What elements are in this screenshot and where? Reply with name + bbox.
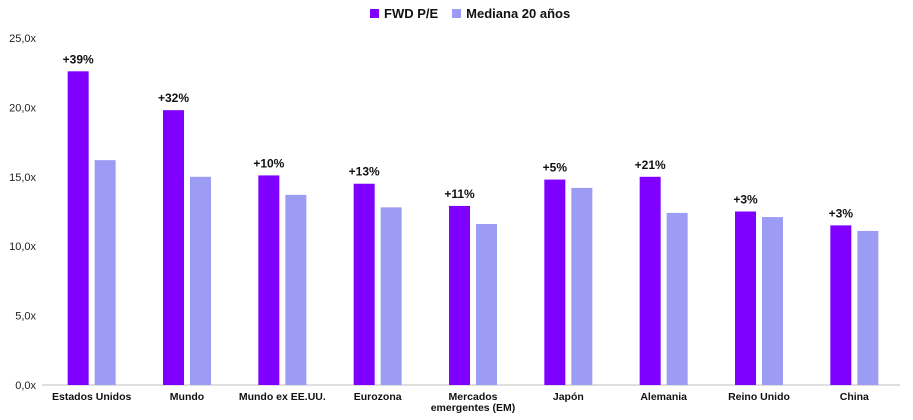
- legend-swatch-fwd-pe: [370, 9, 379, 18]
- x-tick-label: Japón: [553, 391, 584, 403]
- bar-fwd-pe: [258, 175, 280, 385]
- legend-label-fwd-pe: FWD P/E: [384, 6, 439, 21]
- data-label: +11%: [444, 187, 475, 201]
- bar-mediana: [762, 217, 783, 385]
- chart-legend: FWD P/E Mediana 20 años: [370, 6, 570, 21]
- bar-mediana: [285, 194, 307, 385]
- x-tick-label: China: [840, 391, 869, 403]
- data-label: +5%: [543, 161, 568, 175]
- bar-mediana: [94, 160, 116, 385]
- bar-fwd-pe: [830, 225, 852, 385]
- bar-mediana: [190, 176, 211, 385]
- x-tick-label: Mercados emergentes (EM): [431, 391, 516, 414]
- bar-fwd-pe: [735, 211, 756, 385]
- legend-swatch-mediana: [452, 9, 462, 18]
- bar-mediana: [571, 187, 593, 385]
- data-label: +3%: [829, 206, 854, 220]
- x-tick-label: Mundo ex EE.UU.: [239, 391, 326, 403]
- x-tick-label: Alemania: [640, 391, 687, 403]
- data-label: +3%: [733, 193, 758, 207]
- bar-fwd-pe: [163, 110, 184, 386]
- y-tick-label: 10,0x: [9, 241, 36, 253]
- bar-fwd-pe: [544, 179, 566, 385]
- data-label: +10%: [253, 156, 284, 170]
- bar-mediana: [857, 230, 879, 385]
- bar-fwd-pe: [449, 205, 470, 385]
- data-label: +39%: [63, 52, 94, 66]
- data-label: +21%: [635, 158, 666, 172]
- bar-fwd-pe: [67, 71, 89, 385]
- legend-item-mediana: Mediana 20 años: [452, 6, 570, 21]
- y-tick-label: 5,0x: [15, 311, 36, 323]
- data-label: +13%: [349, 165, 380, 179]
- y-tick-label: 20,0x: [9, 102, 36, 114]
- x-tick-label: Estados Unidos: [52, 391, 132, 403]
- bar-mediana: [666, 212, 688, 385]
- y-tick-label: 15,0x: [9, 172, 36, 184]
- bar-mediana: [476, 223, 497, 385]
- legend-label-mediana: Mediana 20 años: [466, 6, 571, 21]
- data-label: +32%: [158, 91, 189, 105]
- bar-fwd-pe: [353, 183, 375, 385]
- bar-mediana: [380, 207, 402, 385]
- x-tick-label: Eurozona: [354, 391, 402, 403]
- bar-fwd-pe: [639, 176, 661, 385]
- y-tick-label: 25,0x: [9, 33, 36, 45]
- legend-item-fwd-pe: FWD P/E: [370, 6, 438, 21]
- y-tick-label: 0,0x: [15, 380, 36, 392]
- x-tick-label: Mundo: [170, 391, 204, 403]
- x-tick-label: Reino Unido: [728, 391, 790, 403]
